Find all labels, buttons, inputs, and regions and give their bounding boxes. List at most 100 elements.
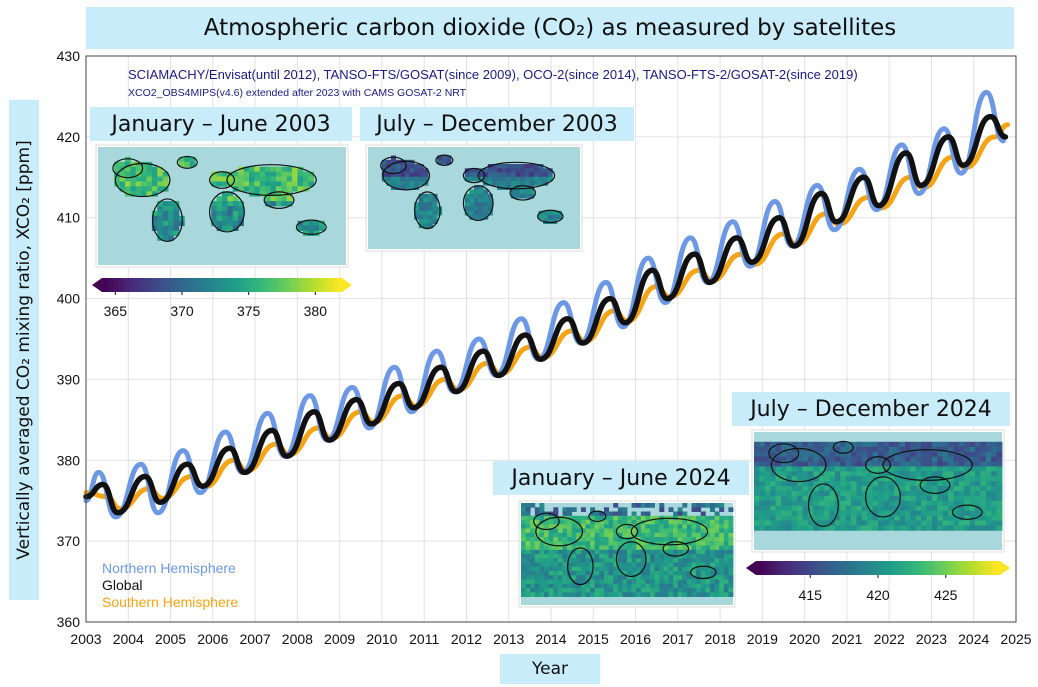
map-cell bbox=[872, 446, 879, 453]
map-cell bbox=[969, 471, 976, 477]
map-cell bbox=[544, 520, 549, 525]
map-cell bbox=[530, 583, 536, 589]
map-cell bbox=[594, 579, 600, 585]
map-cell bbox=[400, 159, 406, 165]
colorbar-tick-label: 420 bbox=[866, 587, 890, 603]
map-cell bbox=[469, 198, 475, 203]
map-cell bbox=[719, 571, 725, 576]
map-cell bbox=[937, 461, 944, 467]
map-cell bbox=[254, 176, 261, 182]
map-cell bbox=[964, 486, 971, 492]
map-cell bbox=[432, 206, 438, 212]
map-cell bbox=[770, 525, 776, 531]
map-cell bbox=[759, 456, 766, 462]
map-cell bbox=[682, 537, 688, 542]
map-cell bbox=[991, 476, 997, 482]
map-cell bbox=[705, 515, 711, 521]
map-cell bbox=[538, 172, 544, 178]
map-cell bbox=[910, 451, 917, 457]
map-cell bbox=[921, 481, 927, 487]
map-cell bbox=[861, 451, 868, 457]
map-cell bbox=[719, 515, 725, 521]
map-cell bbox=[636, 554, 642, 559]
map-cell bbox=[571, 562, 577, 568]
map-cell bbox=[953, 451, 960, 457]
map-cell bbox=[640, 503, 646, 508]
map-cell bbox=[613, 579, 619, 585]
map-cell bbox=[492, 181, 498, 186]
map-cell bbox=[813, 481, 820, 487]
map-cell bbox=[834, 476, 841, 482]
map-cell bbox=[813, 495, 820, 502]
map-cell bbox=[576, 562, 582, 568]
map-cell bbox=[539, 507, 545, 512]
map-cell bbox=[381, 164, 387, 169]
map-cell bbox=[958, 461, 965, 467]
map-cell bbox=[548, 592, 554, 597]
map-cell bbox=[926, 456, 933, 462]
map-cell bbox=[521, 575, 526, 580]
map-cell bbox=[414, 206, 420, 212]
map-cell bbox=[525, 511, 531, 517]
map-cell bbox=[627, 520, 632, 525]
map-cell bbox=[544, 562, 549, 568]
map-cell bbox=[872, 520, 879, 526]
map-cell bbox=[599, 575, 605, 580]
map-cell bbox=[910, 500, 917, 507]
map-cell bbox=[673, 562, 679, 568]
map-cell bbox=[173, 220, 180, 227]
map-cell bbox=[696, 558, 702, 563]
map-cell bbox=[510, 189, 516, 195]
map-cell bbox=[469, 172, 475, 178]
colorbar-segment bbox=[943, 561, 948, 575]
coastline bbox=[533, 512, 560, 531]
map-cell bbox=[418, 181, 424, 186]
map-cell bbox=[483, 206, 489, 212]
map-cell bbox=[604, 549, 609, 555]
map-cell bbox=[571, 592, 577, 597]
map-cell bbox=[663, 532, 669, 538]
map-cell bbox=[668, 592, 674, 597]
map-cell bbox=[492, 164, 498, 169]
map-cell bbox=[894, 515, 900, 521]
map-cell bbox=[818, 486, 825, 492]
map-cell bbox=[567, 524, 573, 529]
map-cell bbox=[557, 592, 563, 597]
annotation-line-1: SCIAMACHY/Envisat(until 2012), TANSO-FTS… bbox=[128, 67, 858, 82]
map-cell bbox=[813, 471, 820, 477]
map-cell bbox=[719, 524, 725, 529]
map-cell bbox=[580, 571, 586, 576]
map-cell bbox=[580, 537, 586, 542]
map-cell bbox=[899, 451, 906, 457]
map-cell bbox=[673, 528, 679, 534]
map-cell bbox=[888, 461, 895, 467]
map-cell bbox=[534, 532, 540, 538]
map-cell bbox=[840, 481, 847, 487]
map-cell bbox=[915, 500, 922, 507]
map-cell bbox=[867, 461, 873, 467]
map-cell bbox=[899, 461, 906, 467]
map-cell bbox=[580, 583, 586, 589]
map-cell bbox=[487, 168, 493, 173]
map-cell bbox=[910, 510, 917, 516]
map-cell bbox=[948, 456, 954, 462]
map-cell bbox=[710, 503, 715, 508]
map-cell bbox=[604, 515, 609, 521]
map-cell bbox=[728, 545, 734, 551]
map-cell bbox=[686, 545, 692, 551]
colorbar-segment bbox=[322, 278, 327, 292]
map-cell bbox=[627, 537, 632, 542]
map-cell bbox=[686, 592, 692, 597]
map-cell bbox=[791, 451, 798, 457]
map-cell bbox=[802, 505, 809, 512]
map-cell bbox=[915, 525, 922, 531]
map-cell bbox=[813, 466, 820, 472]
map-cell bbox=[521, 541, 526, 546]
map-cell bbox=[400, 172, 406, 178]
map-cell bbox=[238, 210, 244, 217]
map-cell bbox=[807, 471, 814, 477]
map-cell bbox=[622, 575, 628, 580]
map-cell bbox=[553, 515, 559, 521]
map-cell bbox=[640, 511, 646, 517]
map-cell bbox=[781, 510, 787, 516]
